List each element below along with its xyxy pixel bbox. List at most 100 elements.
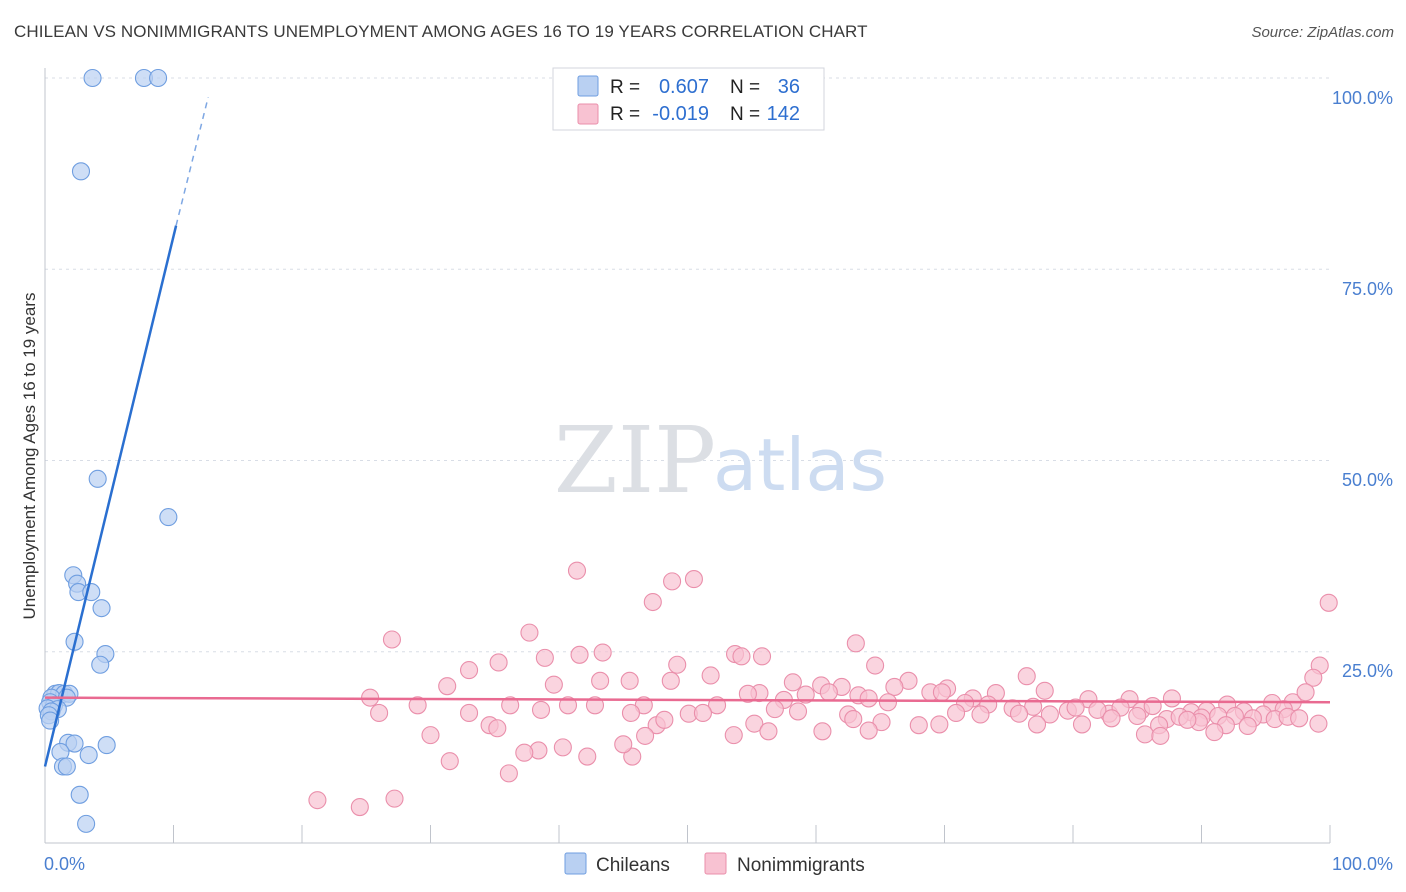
nonimmigrants-point	[668, 655, 687, 674]
chileans-point	[149, 68, 168, 88]
chileans-point	[70, 785, 89, 804]
nonimmigrants-point	[1072, 715, 1092, 734]
nonimmigrants-point	[499, 764, 518, 783]
nonimmigrants-point	[585, 696, 605, 715]
nonimmigrants-point	[752, 647, 772, 666]
nonimmigrants-point	[636, 726, 655, 745]
gridlines	[45, 77, 1330, 653]
nonimmigrants-point	[1238, 716, 1257, 736]
nonimmigrants-point	[489, 653, 508, 672]
chileans-point	[57, 757, 76, 776]
nonimmigrants-point	[1319, 593, 1338, 612]
nonimmigrants-point	[813, 722, 832, 741]
nonimmigrants-point	[1205, 723, 1224, 742]
nonimmigrants-point	[971, 705, 990, 724]
nonimmigrants-point	[520, 623, 539, 642]
series-chileans-points	[38, 68, 178, 833]
nonimmigrants-point	[859, 721, 878, 740]
chileans-point	[71, 162, 91, 181]
chileans-point	[88, 469, 107, 488]
nonimmigrants-point	[1035, 681, 1054, 700]
chileans-point	[97, 736, 116, 755]
nonimmigrants-point	[947, 703, 966, 723]
nonimmigrants-point	[558, 696, 578, 715]
y-axis-label: Unemployment Among Ages 16 to 19 years	[20, 293, 39, 620]
legend-label-nonimmigrants: Nonimmigrants	[737, 855, 865, 876]
legend-r-label: R =	[610, 77, 640, 98]
nonimmigrants-point	[421, 726, 440, 745]
nonimmigrants-point	[1040, 705, 1059, 724]
nonimmigrants-point	[885, 677, 904, 696]
nonimmigrants-point	[1309, 714, 1328, 733]
chileans-trend-extension	[175, 96, 209, 226]
nonimmigrants-point	[501, 696, 520, 715]
nonimmigrants-point	[1143, 697, 1162, 716]
nonimmigrants-point	[385, 789, 404, 808]
nonimmigrants-point	[909, 716, 928, 735]
legend-swatch-blue	[577, 75, 599, 97]
watermark-zip: ZIP	[554, 407, 716, 514]
nonimmigrants-point	[459, 703, 479, 723]
nonimmigrants-point	[567, 561, 587, 580]
nonimmigrants-point	[614, 735, 633, 754]
nonimmigrants-point	[745, 714, 764, 733]
legend-n-value: 142	[767, 103, 800, 125]
x-tick-labels: 0.0% 100.0%	[44, 854, 1393, 874]
legend-r-value: -0.019	[652, 103, 709, 125]
nonimmigrants-point	[701, 666, 720, 685]
legend-n-label: N =	[730, 104, 760, 125]
nonimmigrants-point	[796, 685, 815, 704]
nonimmigrants-point	[846, 634, 865, 653]
nonimmigrants-point	[308, 791, 327, 810]
legend-label-chileans: Chileans	[596, 855, 670, 876]
nonimmigrants-point	[661, 671, 680, 690]
x-tick-label-end: 100.0%	[1332, 854, 1393, 874]
nonimmigrants-point	[819, 683, 838, 702]
y-tick-labels: 100.0% 75.0% 50.0% 25.0%	[1332, 88, 1393, 681]
nonimmigrants-point	[759, 722, 778, 741]
nonimmigrants-point	[440, 752, 459, 771]
nonimmigrants-point	[593, 643, 612, 662]
watermark-atlas: atlas	[713, 423, 887, 507]
chileans-point	[83, 68, 102, 88]
nonimmigrants-point	[1135, 725, 1155, 744]
nonimmigrants-trend-line	[44, 696, 1331, 704]
nonimmigrants-point	[1178, 710, 1197, 729]
legend-r-label: R =	[610, 104, 640, 125]
nonimmigrants-point	[570, 645, 589, 664]
legend-swatch-nonimmigrants	[704, 852, 727, 875]
chart-source: Source: ZipAtlas.com	[1251, 24, 1394, 41]
y-tick-label: 50.0%	[1342, 470, 1393, 490]
watermark: ZIP atlas	[554, 407, 887, 514]
nonimmigrants-point	[1128, 706, 1147, 726]
y-tick-label: 25.0%	[1342, 661, 1393, 681]
chileans-point	[79, 745, 98, 765]
nonimmigrants-point	[844, 710, 863, 729]
nonimmigrants-point	[1066, 698, 1085, 717]
nonimmigrants-point	[350, 797, 369, 817]
nonimmigrants-point	[621, 703, 641, 723]
nonimmigrants-point	[684, 570, 703, 589]
nonimmigrants-point	[693, 703, 712, 723]
nonimmigrants-point	[1009, 704, 1029, 723]
nonimmigrants-point	[930, 715, 949, 734]
nonimmigrants-point	[591, 671, 610, 690]
nonimmigrants-point	[732, 647, 751, 666]
nonimmigrants-point	[738, 684, 757, 703]
nonimmigrants-point	[655, 710, 674, 729]
nonimmigrants-point	[620, 671, 639, 690]
legend-swatch-chileans	[564, 852, 587, 875]
nonimmigrants-point	[724, 726, 743, 745]
nonimmigrants-point	[382, 630, 402, 649]
chileans-point	[92, 599, 111, 618]
chart-title: CHILEAN VS NONIMMIGRANTS UNEMPLOYMENT AM…	[14, 22, 868, 41]
nonimmigrants-point	[578, 747, 597, 766]
nonimmigrants-point	[488, 719, 507, 738]
nonimmigrants-point	[531, 700, 551, 719]
nonimmigrants-point	[553, 738, 572, 757]
nonimmigrants-point	[459, 661, 479, 680]
nonimmigrants-point	[1027, 715, 1047, 734]
nonimmigrants-point	[872, 713, 891, 732]
nonimmigrants-point	[643, 592, 662, 612]
